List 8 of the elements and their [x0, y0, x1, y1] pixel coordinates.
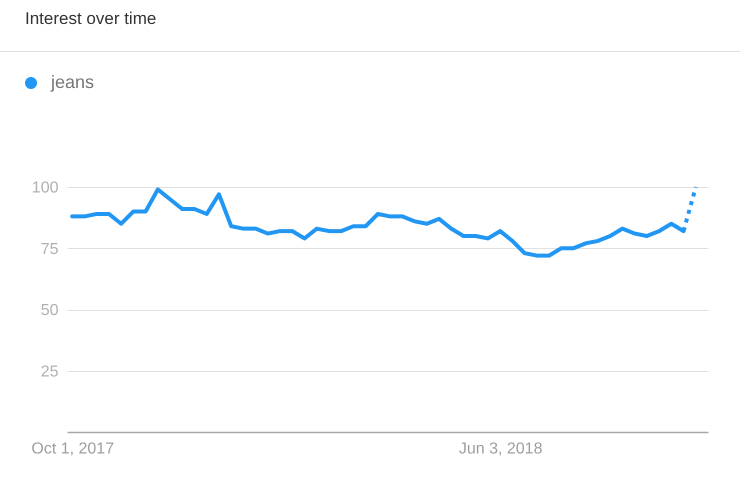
legend-label: jeans: [50, 72, 94, 92]
y-tick-label: 50: [40, 302, 59, 319]
y-tick-label: 25: [40, 363, 59, 380]
y-tick-label: 75: [40, 240, 59, 258]
x-tick-label: Jun 3, 2018: [458, 440, 543, 458]
chart-title: Interest over time: [25, 8, 156, 30]
x-tick-label: Oct 1, 2017: [31, 440, 114, 458]
y-tick-label: 100: [32, 180, 59, 196]
